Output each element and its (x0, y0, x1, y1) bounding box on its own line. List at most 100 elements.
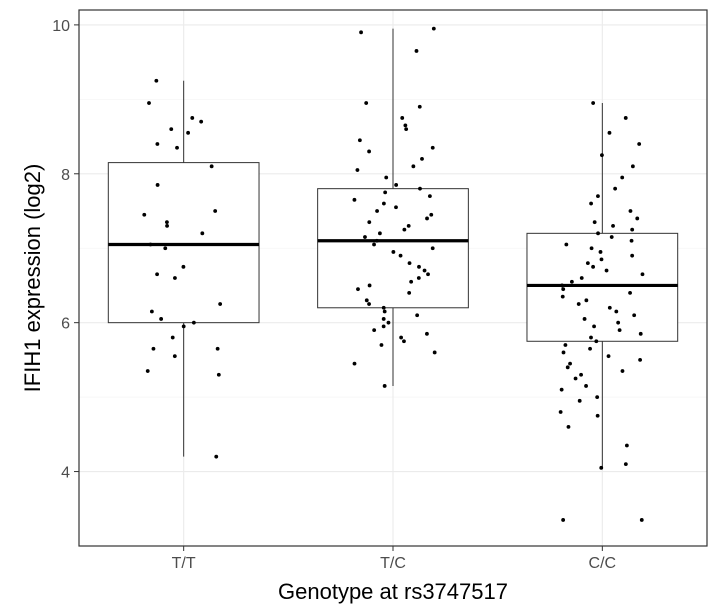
data-point (407, 290, 412, 295)
data-point (620, 175, 625, 180)
data-point (561, 287, 566, 292)
data-point (367, 302, 371, 306)
data-point (595, 395, 600, 400)
data-point (394, 183, 399, 187)
y-tick-label: 10 (52, 18, 70, 35)
data-point (640, 272, 645, 277)
data-point (214, 454, 219, 459)
data-point (613, 186, 618, 191)
data-point (609, 235, 614, 239)
data-point (404, 127, 409, 132)
x-tick-label: T/C (380, 555, 406, 572)
data-point (382, 384, 387, 388)
data-point (356, 287, 360, 292)
data-point (630, 164, 635, 169)
data-point (414, 49, 419, 53)
data-point (400, 116, 405, 120)
data-point (165, 223, 169, 228)
data-point (584, 298, 589, 303)
data-point (375, 209, 379, 213)
data-point (406, 223, 411, 228)
data-point (591, 264, 595, 269)
data-point (155, 272, 159, 277)
data-point (213, 209, 218, 213)
data-point (355, 168, 360, 172)
x-axis: T/T T/C C/C (172, 546, 616, 572)
data-point (159, 317, 164, 321)
data-point (372, 328, 377, 333)
data-point (383, 190, 388, 195)
data-point (216, 372, 221, 377)
data-point (594, 339, 599, 344)
data-point (638, 357, 642, 362)
x-axis-title: Genotype at rs3747517 (278, 579, 508, 604)
data-point (172, 354, 177, 359)
data-point (573, 376, 578, 381)
data-point (186, 130, 191, 135)
y-tick-label: 8 (61, 167, 70, 184)
data-point (607, 130, 612, 135)
box-cc (526, 232, 679, 342)
data-point (632, 313, 637, 318)
data-point (374, 238, 379, 243)
data-point (420, 156, 424, 161)
data-point (359, 30, 363, 35)
data-point (561, 350, 566, 355)
data-point (637, 142, 642, 146)
x-tick-label: T/T (172, 555, 196, 572)
y-axis-title: IFIH1 expression (log2) (20, 164, 45, 393)
data-point (151, 346, 156, 351)
box-tt (107, 162, 260, 324)
data-point (402, 339, 406, 344)
data-point (218, 302, 223, 306)
data-point (169, 127, 174, 132)
data-point (589, 246, 594, 251)
data-point (155, 183, 160, 187)
data-point (561, 518, 566, 522)
data-point (599, 257, 604, 262)
data-point (584, 384, 588, 388)
data-point (576, 302, 581, 306)
data-point (149, 309, 154, 314)
data-point (430, 145, 435, 150)
data-point (611, 223, 615, 228)
data-point (582, 317, 587, 321)
y-tick-label: 6 (61, 316, 70, 333)
y-tick-label: 4 (61, 465, 70, 482)
data-point (416, 276, 421, 280)
data-point (568, 361, 572, 366)
data-point (170, 335, 175, 340)
y-axis: 4 6 8 10 (52, 18, 79, 482)
data-point (409, 279, 414, 284)
data-point (398, 253, 403, 258)
data-point (639, 518, 644, 522)
data-point (367, 149, 371, 154)
x-tick-label: C/C (589, 555, 617, 572)
data-point (372, 242, 376, 247)
data-point (598, 250, 603, 254)
data-point (364, 298, 369, 303)
data-point (630, 253, 635, 258)
data-point (379, 343, 384, 347)
data-point (411, 164, 416, 169)
data-point (215, 346, 220, 351)
data-point (209, 164, 214, 169)
data-point (628, 209, 633, 213)
data-point (163, 246, 168, 251)
data-point (585, 261, 590, 266)
data-point (596, 231, 600, 236)
data-point (417, 104, 422, 109)
data-point (382, 309, 387, 314)
data-point (148, 242, 153, 247)
data-point (425, 216, 429, 221)
data-point (364, 101, 369, 105)
data-point (628, 290, 632, 295)
data-point (407, 261, 412, 266)
data-point (599, 465, 604, 470)
data-point (199, 119, 204, 124)
data-point (616, 320, 621, 325)
box-tc (317, 188, 469, 309)
data-point (145, 369, 150, 373)
data-point (589, 335, 593, 340)
data-point (569, 279, 574, 284)
